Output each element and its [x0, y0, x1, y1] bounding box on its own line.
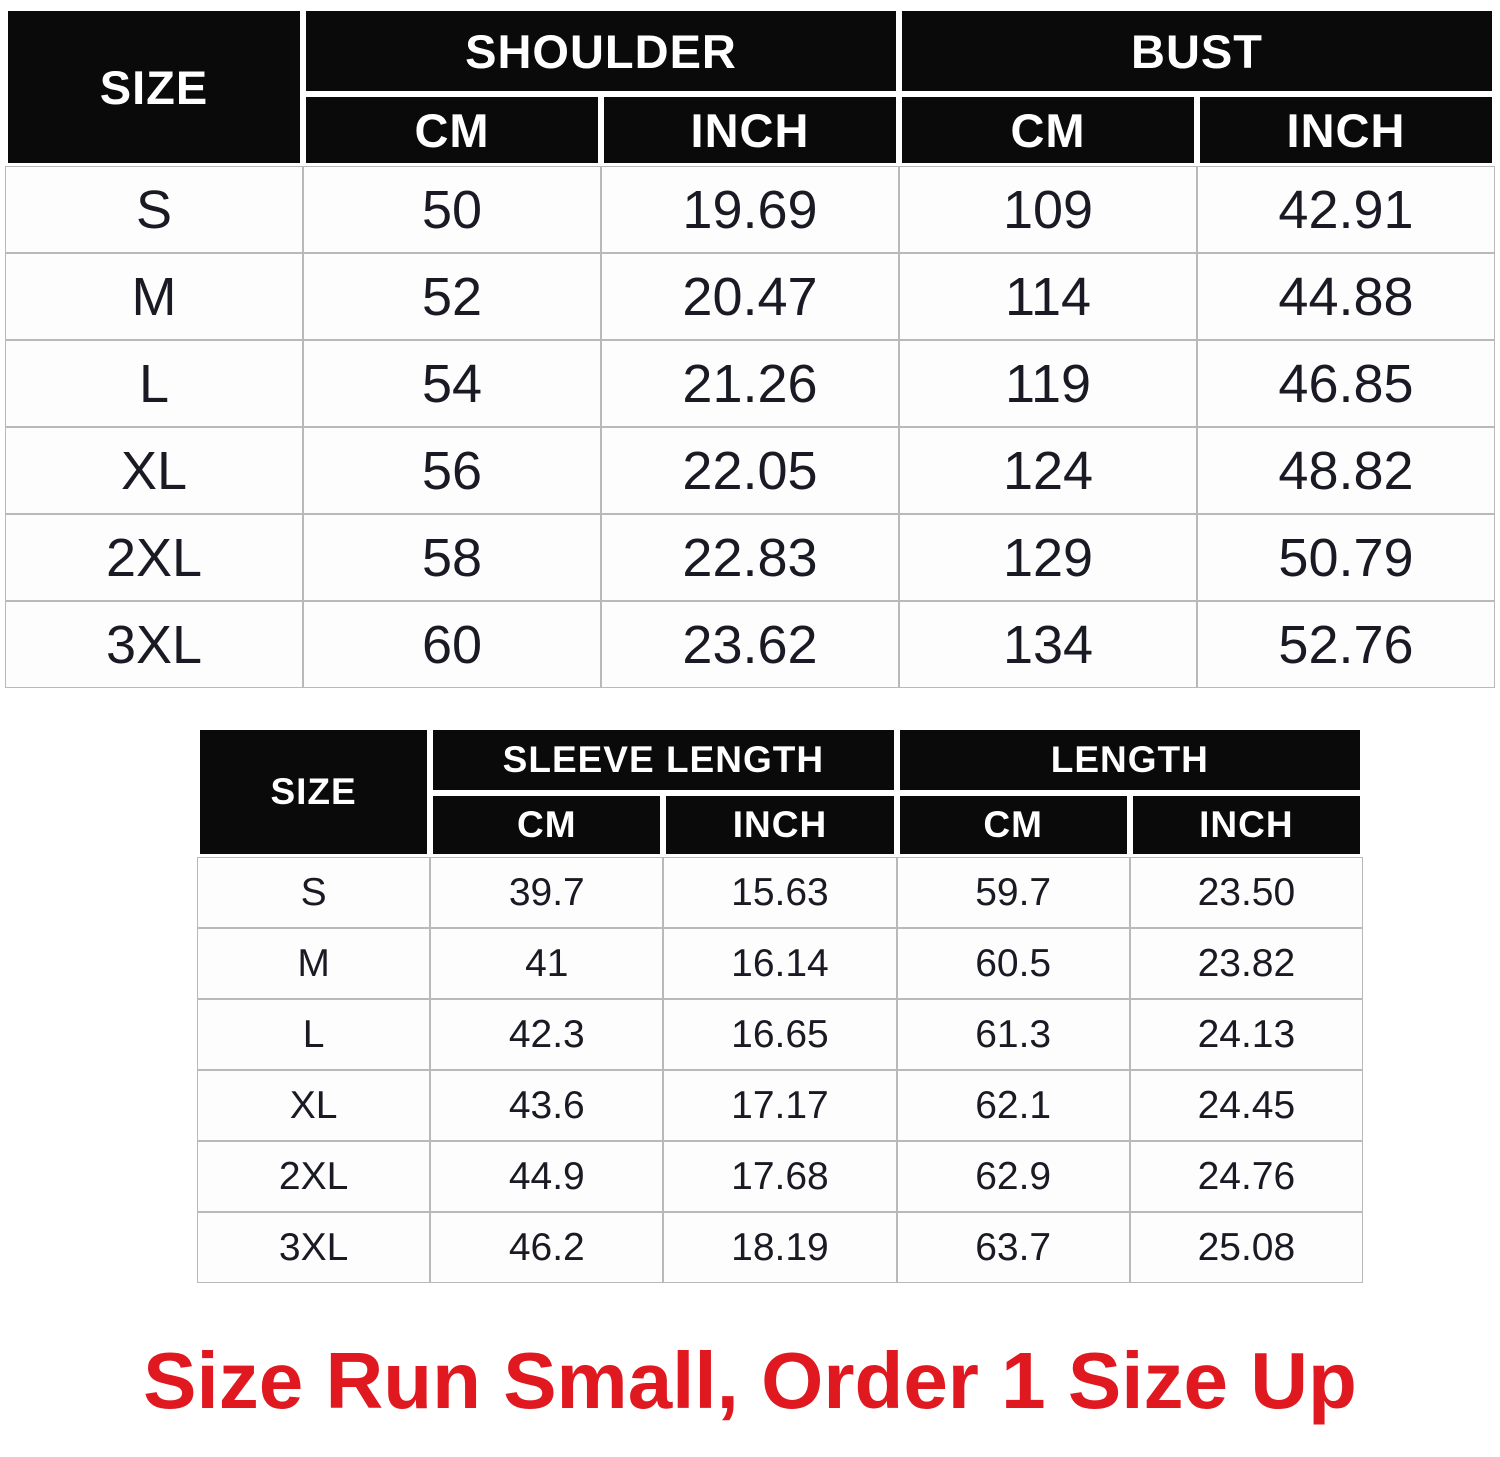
- table-row: L 54 21.26 119 46.85: [5, 340, 1495, 427]
- t1-subheader-shoulder-cm: CM: [303, 94, 601, 166]
- value-cell: 62.1: [896, 1070, 1130, 1141]
- size-cell: S: [197, 857, 431, 928]
- shoulder-bust-table: SIZE SHOULDER BUST CM INCH CM INCH S 50 …: [5, 8, 1495, 688]
- value-cell: 134: [899, 601, 1197, 688]
- value-cell: 119: [899, 340, 1197, 427]
- t1-group-header-shoulder: SHOULDER: [303, 8, 899, 94]
- t1-group-header-bust: BUST: [899, 8, 1495, 94]
- t1-subheader-bust-cm: CM: [899, 94, 1197, 166]
- t2-group-header-length: LENGTH: [896, 727, 1363, 793]
- value-cell: 41: [430, 928, 664, 999]
- value-cell: 25.08: [1129, 1212, 1363, 1283]
- value-cell: 48.82: [1197, 427, 1495, 514]
- table-row: XL 56 22.05 124 48.82: [5, 427, 1495, 514]
- value-cell: 17.68: [663, 1141, 897, 1212]
- value-cell: 24.13: [1129, 999, 1363, 1070]
- sleeve-length-table: SIZE SLEEVE LENGTH LENGTH CM INCH CM INC…: [197, 727, 1363, 1283]
- t2-subheader-length-cm: CM: [896, 793, 1130, 857]
- value-cell: 18.19: [663, 1212, 897, 1283]
- table-row: S 50 19.69 109 42.91: [5, 166, 1495, 253]
- value-cell: 24.76: [1129, 1141, 1363, 1212]
- value-cell: 46.85: [1197, 340, 1495, 427]
- value-cell: 19.69: [601, 166, 899, 253]
- size-note: Size Run Small, Order 1 Size Up: [143, 1336, 1357, 1425]
- value-cell: 42.3: [430, 999, 664, 1070]
- value-cell: 52.76: [1197, 601, 1495, 688]
- value-cell: 23.50: [1129, 857, 1363, 928]
- value-cell: 42.91: [1197, 166, 1495, 253]
- t1-subheader-shoulder-inch: INCH: [601, 94, 899, 166]
- size-cell: M: [197, 928, 431, 999]
- t2-subheader-sleeve-cm: CM: [430, 793, 664, 857]
- table-row: CM INCH CM INCH: [5, 94, 1495, 166]
- value-cell: 44.9: [430, 1141, 664, 1212]
- value-cell: 129: [899, 514, 1197, 601]
- value-cell: 54: [303, 340, 601, 427]
- value-cell: 20.47: [601, 253, 899, 340]
- value-cell: 109: [899, 166, 1197, 253]
- size-cell: 2XL: [197, 1141, 431, 1212]
- value-cell: 44.88: [1197, 253, 1495, 340]
- value-cell: 63.7: [896, 1212, 1130, 1283]
- value-cell: 17.17: [663, 1070, 897, 1141]
- value-cell: 24.45: [1129, 1070, 1363, 1141]
- t1-subheader-bust-inch: INCH: [1197, 94, 1495, 166]
- t1-corner-header: SIZE: [5, 8, 303, 166]
- value-cell: 39.7: [430, 857, 664, 928]
- size-cell: 2XL: [5, 514, 303, 601]
- value-cell: 60: [303, 601, 601, 688]
- value-cell: 22.83: [601, 514, 899, 601]
- table-row: M 41 16.14 60.5 23.82: [197, 928, 1363, 999]
- value-cell: 16.65: [663, 999, 897, 1070]
- value-cell: 46.2: [430, 1212, 664, 1283]
- size-cell: M: [5, 253, 303, 340]
- table-row: 2XL 44.9 17.68 62.9 24.76: [197, 1141, 1363, 1212]
- t2-subheader-length-inch: INCH: [1129, 793, 1363, 857]
- value-cell: 61.3: [896, 999, 1130, 1070]
- value-cell: 56: [303, 427, 601, 514]
- t2-group-header-sleeve-length: SLEEVE LENGTH: [430, 727, 897, 793]
- value-cell: 21.26: [601, 340, 899, 427]
- table-row: CM INCH CM INCH: [197, 793, 1363, 857]
- size-cell: S: [5, 166, 303, 253]
- size-cell: XL: [197, 1070, 431, 1141]
- value-cell: 15.63: [663, 857, 897, 928]
- size-cell: 3XL: [5, 601, 303, 688]
- value-cell: 124: [899, 427, 1197, 514]
- value-cell: 58: [303, 514, 601, 601]
- value-cell: 60.5: [896, 928, 1130, 999]
- value-cell: 16.14: [663, 928, 897, 999]
- size-cell: XL: [5, 427, 303, 514]
- value-cell: 43.6: [430, 1070, 664, 1141]
- value-cell: 50: [303, 166, 601, 253]
- size-cell: L: [197, 999, 431, 1070]
- table-row: M 52 20.47 114 44.88: [5, 253, 1495, 340]
- value-cell: 50.79: [1197, 514, 1495, 601]
- table-row: XL 43.6 17.17 62.1 24.45: [197, 1070, 1363, 1141]
- value-cell: 114: [899, 253, 1197, 340]
- value-cell: 52: [303, 253, 601, 340]
- size-cell: L: [5, 340, 303, 427]
- value-cell: 23.82: [1129, 928, 1363, 999]
- value-cell: 62.9: [896, 1141, 1130, 1212]
- table-row: 2XL 58 22.83 129 50.79: [5, 514, 1495, 601]
- value-cell: 59.7: [896, 857, 1130, 928]
- size-cell: 3XL: [197, 1212, 431, 1283]
- table-row: L 42.3 16.65 61.3 24.13: [197, 999, 1363, 1070]
- t2-corner-header: SIZE: [197, 727, 431, 857]
- value-cell: 22.05: [601, 427, 899, 514]
- table-row: S 39.7 15.63 59.7 23.50: [197, 857, 1363, 928]
- table-row: 3XL 46.2 18.19 63.7 25.08: [197, 1212, 1363, 1283]
- table-row: SIZE SLEEVE LENGTH LENGTH: [197, 727, 1363, 857]
- table-row: 3XL 60 23.62 134 52.76: [5, 601, 1495, 688]
- t2-subheader-sleeve-inch: INCH: [663, 793, 897, 857]
- table-row: SIZE SHOULDER BUST: [5, 8, 1495, 166]
- value-cell: 23.62: [601, 601, 899, 688]
